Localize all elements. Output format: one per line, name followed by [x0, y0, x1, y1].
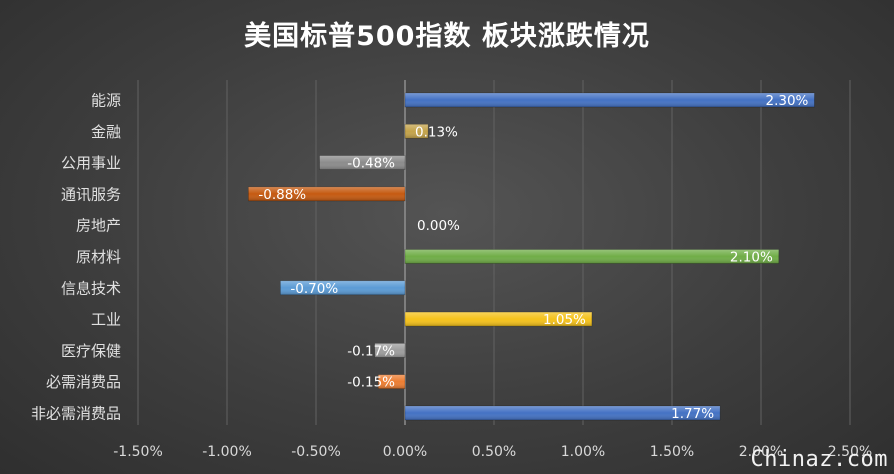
- category-label: 通讯服务: [61, 185, 121, 203]
- x-tick-label: 2.50%: [828, 444, 872, 460]
- bar-sheen: [280, 280, 405, 295]
- category-label: 医疗保健: [61, 342, 121, 360]
- bar-sheen: [405, 93, 815, 107]
- bar-sheen: [248, 186, 405, 201]
- data-label: 2.10%: [730, 250, 773, 266]
- category-label: 必需消费品: [46, 373, 121, 391]
- category-label: 工业: [91, 311, 121, 329]
- x-tick-label: -1.50%: [113, 444, 163, 460]
- bar-sheen: [378, 374, 405, 389]
- data-label: 1.05%: [543, 312, 586, 328]
- bar-sheen: [405, 406, 721, 420]
- data-label: -0.88%: [258, 187, 306, 203]
- chart-title: 美国标普500指数 板块涨跌情况: [244, 21, 650, 52]
- x-axis-tick-labels: -1.50% -1.00% -0.50% 0.00% 0.50% 1.00% 1.50% 2.…: [113, 444, 872, 460]
- data-labels: 2.30% 0.13% -0.48% -0.88% 0.00% 2.10% -0.70% 1.…: [258, 93, 808, 422]
- data-label: 0.00%: [417, 218, 460, 234]
- x-tick-label: 0.00%: [383, 444, 427, 460]
- data-label: 2.30%: [766, 93, 809, 109]
- category-label: 能源: [91, 92, 121, 110]
- x-tick-label: -0.50%: [291, 444, 341, 460]
- bar-sheen: [405, 312, 592, 327]
- category-label: 公用事业: [61, 154, 121, 172]
- x-tick-label: 2.00%: [739, 444, 783, 460]
- category-label: 金融: [91, 123, 121, 141]
- x-tick-label: -1.00%: [202, 444, 252, 460]
- bar-sheen: [374, 343, 405, 358]
- data-label: 1.77%: [671, 406, 714, 422]
- data-label: -0.15%: [347, 375, 395, 391]
- data-label: -0.48%: [347, 156, 395, 172]
- data-label: 0.13%: [415, 124, 458, 140]
- bar-sheen: [405, 249, 779, 264]
- category-label: 信息技术: [61, 279, 121, 297]
- bars: [248, 92, 815, 421]
- category-label: 非必需消费品: [31, 405, 121, 423]
- watermark-logo: Chinaz.com: [750, 447, 888, 472]
- data-label: -0.70%: [290, 281, 338, 297]
- x-tick-label: 0.50%: [472, 444, 516, 460]
- bar-sheen: [319, 155, 405, 170]
- category-label: 原材料: [76, 248, 121, 266]
- x-tick-label: 1.50%: [650, 444, 694, 460]
- x-tick-label: 1.00%: [561, 444, 605, 460]
- data-label: -0.17%: [347, 343, 395, 359]
- category-label: 房地产: [76, 217, 121, 235]
- bar-sheen: [405, 124, 429, 139]
